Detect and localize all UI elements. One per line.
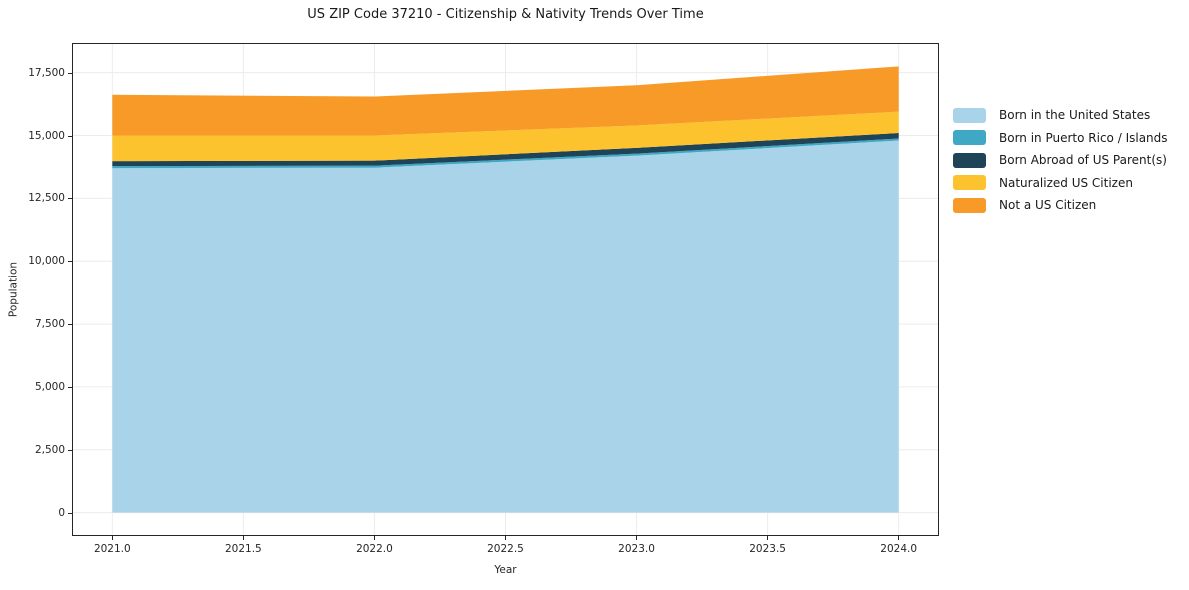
y-tick-label: 10,000 (28, 255, 65, 268)
legend-swatch-icon (953, 107, 986, 123)
y-tick-label: 2,500 (34, 443, 65, 456)
x-tick-mark (636, 536, 638, 540)
legend-item-label: Naturalized US Citizen (999, 175, 1133, 190)
x-tick-label: 2024.0 (880, 543, 918, 555)
legend-item-label: Born Abroad of US Parent(s) (999, 153, 1167, 168)
legend: Born in the United States Born in Puerto … (953, 107, 1168, 220)
y-tick-mark (68, 135, 72, 137)
x-tick-label: 2023.5 (749, 543, 786, 555)
legend-item-label: Born in Puerto Rico / Islands (999, 130, 1168, 145)
x-tick-label: 2023.0 (618, 543, 655, 555)
x-tick-mark (111, 536, 113, 540)
x-tick-label: 2022.5 (487, 543, 524, 555)
y-tick-mark (68, 449, 72, 451)
y-tick-mark (68, 324, 72, 326)
x-tick-label: 2021.5 (225, 543, 262, 555)
legend-item-label: Born in the United States (999, 108, 1151, 122)
plot-area (72, 43, 939, 536)
x-tick-mark (505, 536, 506, 540)
x-tick-mark (242, 536, 244, 540)
x-tick-mark (373, 536, 375, 540)
x-tick-label: 2021.0 (93, 543, 131, 555)
y-tick-mark (68, 512, 72, 514)
area-series-0 (112, 140, 899, 513)
legend-item: Born in Puerto Rico / Islands (953, 130, 1168, 146)
legend-item: Not a US Citizen (953, 197, 1168, 213)
y-tick-mark (68, 198, 72, 200)
legend-item-label: Not a US Citizen (999, 198, 1097, 213)
area-series-3 (112, 111, 899, 162)
x-tick-label: 2022.0 (356, 543, 393, 555)
y-axis-label-text: Population (7, 261, 20, 318)
y-tick-label: 12,500 (28, 192, 65, 205)
y-axis-label: Population (8, 262, 21, 318)
legend-swatch-icon (953, 175, 986, 191)
area-series-4 (112, 66, 899, 136)
y-tick-label: 0 (58, 506, 65, 519)
y-tick-label: 17,500 (28, 66, 65, 79)
legend-item: Born in the United States (953, 107, 1168, 123)
legend-swatch-icon (953, 152, 986, 168)
y-tick-label: 15,000 (28, 129, 65, 142)
legend-swatch-icon (953, 130, 986, 146)
y-tick-label: 5,000 (34, 380, 65, 393)
chart-title: US ZIP Code 37210 - Citizenship & Nativi… (307, 7, 704, 22)
x-axis-label-text: Year (494, 564, 517, 576)
legend-item: Born Abroad of US Parent(s) (953, 152, 1168, 168)
legend-item: Naturalized US Citizen (953, 175, 1168, 191)
legend-swatch-icon (953, 197, 986, 213)
stacked-area-chart (73, 44, 938, 535)
area-series-2 (112, 132, 899, 167)
y-tick-label: 7,500 (34, 318, 65, 331)
y-tick-mark (68, 72, 72, 74)
x-axis-label: Year (475, 564, 536, 576)
y-tick-mark (68, 386, 72, 388)
x-tick-mark (767, 536, 769, 540)
y-tick-mark (68, 261, 72, 263)
x-tick-mark (898, 536, 900, 540)
